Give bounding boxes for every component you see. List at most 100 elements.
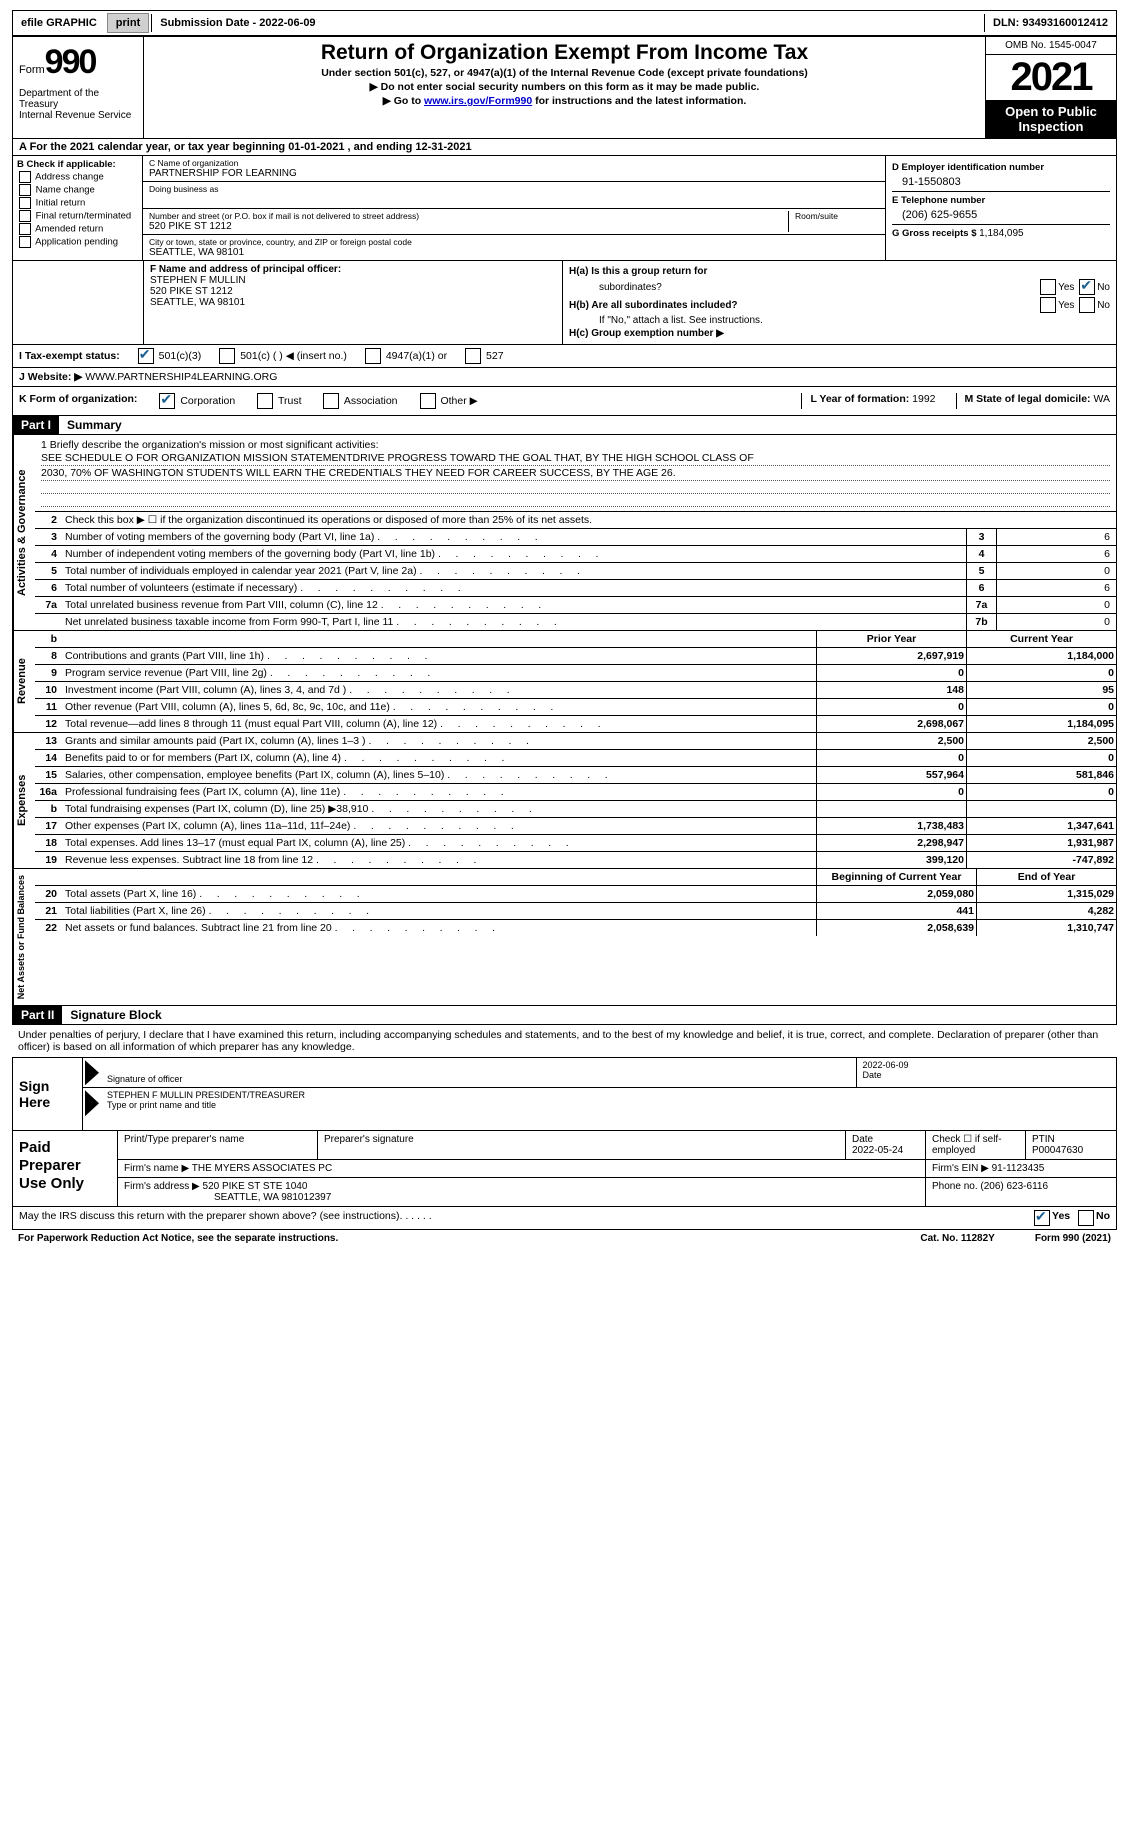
irs-link[interactable]: www.irs.gov/Form990 [424,95,532,107]
col-h-group: H(a) Is this a group return for subordin… [563,261,1116,344]
table-row: bTotal fundraising expenses (Part IX, co… [35,800,1116,817]
table-row: 4Number of independent voting members of… [35,545,1116,562]
firm-ein: 91-1123435 [992,1163,1045,1174]
table-row: 22Net assets or fund balances. Subtract … [35,919,1116,936]
perjury-statement: Under penalties of perjury, I declare th… [12,1025,1117,1057]
dba [149,194,879,206]
part-1-header: Part ISummary [12,416,1117,435]
cb-other[interactable] [420,393,436,409]
dept-label: Department of the Treasury Internal Reve… [19,88,137,121]
table-row: 9Program service revenue (Part VIII, lin… [35,664,1116,681]
row-j-website: J Website: ▶ WWW.PARTNERSHIP4LEARNING.OR… [12,368,1117,387]
ein: 91-1550803 [892,173,1110,188]
cb-association[interactable] [323,393,339,409]
cb-trust[interactable] [257,393,273,409]
table-row: 19Revenue less expenses. Subtract line 1… [35,851,1116,868]
summary-governance: Activities & Governance 1 Briefly descri… [12,435,1117,631]
instruction-2: ▶ Go to www.irs.gov/Form990 for instruct… [152,95,977,107]
state-domicile: WA [1093,393,1110,405]
table-row: Net unrelated business taxable income fr… [35,613,1116,630]
omb-number: OMB No. 1545-0047 [986,37,1116,55]
table-row: 11Other revenue (Part VIII, column (A), … [35,698,1116,715]
row-a-calendar: A For the 2021 calendar year, or tax yea… [12,139,1117,156]
submission-cell: Submission Date - 2022-06-09 [151,14,323,32]
table-row: 8Contributions and grants (Part VIII, li… [35,647,1116,664]
summary-revenue: Revenue b Prior Year Current Year 8Contr… [12,631,1117,733]
print-button[interactable]: print [107,13,149,33]
mission-block: 1 Briefly describe the organization's mi… [35,435,1116,511]
summary-expenses: Expenses 13Grants and similar amounts pa… [12,733,1117,869]
instruction-1: ▶ Do not enter social security numbers o… [152,81,977,93]
cb-final-return[interactable]: Final return/terminated [17,210,138,222]
table-row: 13Grants and similar amounts paid (Part … [35,733,1116,749]
section-fh: F Name and address of principal officer:… [12,261,1117,345]
col-c-org-info: C Name of organization PARTNERSHIP FOR L… [143,156,886,260]
row-i-tax-status: I Tax-exempt status: 501(c)(3) 501(c) ( … [12,345,1117,368]
cb-4947[interactable] [365,348,381,364]
cb-501c[interactable] [219,348,235,364]
website-url: WWW.PARTNERSHIP4LEARNING.ORG [85,371,277,383]
efile-label: efile GRAPHIC [13,14,105,32]
form-header: Form990 Department of the Treasury Inter… [12,36,1117,139]
cb-amended-return[interactable]: Amended return [17,223,138,235]
cb-ha-yes[interactable] [1040,279,1056,295]
cb-ha-no[interactable] [1079,279,1095,295]
table-row: 16aProfessional fundraising fees (Part I… [35,783,1116,800]
preparer-date: 2022-05-24 [852,1145,919,1156]
discuss-row: May the IRS discuss this return with the… [12,1207,1117,1230]
firm-name: THE MYERS ASSOCIATES PC [192,1163,332,1174]
table-row: 3Number of voting members of the governi… [35,528,1116,545]
street-address: 520 PIKE ST 1212 [149,221,782,232]
open-inspection: Open to Public Inspection [986,100,1116,138]
sig-date: 2022-06-09 [863,1060,1111,1070]
cb-hb-no[interactable] [1079,297,1095,313]
table-row: 21Total liabilities (Part X, line 26)441… [35,902,1116,919]
table-row: 15Salaries, other compensation, employee… [35,766,1116,783]
org-name: PARTNERSHIP FOR LEARNING [149,168,879,179]
cb-corporation[interactable] [159,393,175,409]
firm-address-2: SEATTLE, WA 981012397 [124,1192,331,1203]
cb-discuss-yes[interactable] [1034,1210,1050,1226]
firm-phone: (206) 623-6116 [980,1181,1048,1192]
table-row: 18Total expenses. Add lines 13–17 (must … [35,834,1116,851]
signature-arrow-icon [85,1060,99,1085]
signature-block: Sign Here Signature of officer 2022-06-0… [12,1057,1117,1131]
cb-discuss-no[interactable] [1078,1210,1094,1226]
officer-name: STEPHEN F MULLIN [150,275,556,286]
telephone: (206) 625-9655 [892,206,1110,221]
table-row: 12Total revenue—add lines 8 through 11 (… [35,715,1116,732]
cb-application-pending[interactable]: Application pending [17,236,138,248]
tax-year: 2021 [986,55,1116,100]
row-k-form-org: K Form of organization: Corporation Trus… [12,387,1117,416]
cb-name-change[interactable]: Name change [17,184,138,196]
table-row: 17Other expenses (Part IX, column (A), l… [35,817,1116,834]
dln-cell: DLN: 93493160012412 [984,14,1116,32]
ptin: P00047630 [1032,1145,1110,1156]
officer-name-title: STEPHEN F MULLIN PRESIDENT/TREASURER [107,1090,1110,1100]
cb-527[interactable] [465,348,481,364]
cb-initial-return[interactable]: Initial return [17,197,138,209]
table-row: 6Total number of volunteers (estimate if… [35,579,1116,596]
table-row: 7aTotal unrelated business revenue from … [35,596,1116,613]
part-2-header: Part IISignature Block [12,1006,1117,1025]
cb-hb-yes[interactable] [1040,297,1056,313]
top-toolbar: efile GRAPHIC print Submission Date - 20… [12,10,1117,36]
form-title: Return of Organization Exempt From Incom… [152,41,977,65]
cb-501c3[interactable] [138,348,154,364]
table-row: 20Total assets (Part X, line 16)2,059,08… [35,885,1116,902]
cb-address-change[interactable]: Address change [17,171,138,183]
preparer-name [124,1145,311,1155]
paid-preparer-block: Paid Preparer Use Only Print/Type prepar… [12,1131,1117,1207]
table-row: 14Benefits paid to or for members (Part … [35,749,1116,766]
form-subtitle: Under section 501(c), 527, or 4947(a)(1)… [152,67,977,79]
table-row: 5Total number of individuals employed in… [35,562,1116,579]
summary-net-assets: Net Assets or Fund Balances Beginning of… [12,869,1117,1006]
firm-address-1: 520 PIKE ST STE 1040 [203,1181,308,1192]
gross-receipts: 1,184,095 [979,228,1024,239]
col-b-checkboxes: B Check if applicable: Address change Na… [13,156,143,260]
year-formation: 1992 [912,393,935,405]
col-f-officer: F Name and address of principal officer:… [143,261,563,344]
col-d-ein-tel: D Employer identification number 91-1550… [886,156,1116,260]
signature-arrow-icon [85,1090,99,1116]
table-row: 10Investment income (Part VIII, column (… [35,681,1116,698]
